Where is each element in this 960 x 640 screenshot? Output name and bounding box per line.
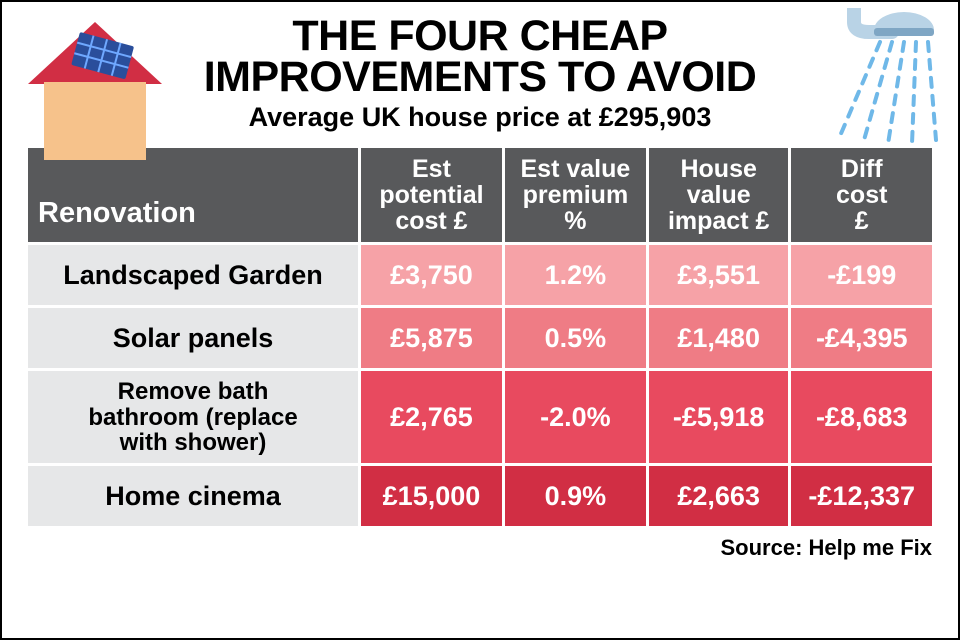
infographic-canvas: THE FOUR CHEAP IMPROVEMENTS TO AVOID Ave… bbox=[0, 0, 960, 640]
cell-diff: -£4,395 bbox=[791, 308, 932, 368]
title-line-2: IMPROVEMENTS TO AVOID bbox=[204, 53, 757, 101]
cell-premium: 1.2% bbox=[505, 245, 646, 305]
cell-premium: 0.5% bbox=[505, 308, 646, 368]
cell-premium: 0.9% bbox=[505, 466, 646, 526]
col-est-cost: Est potential cost £ bbox=[361, 148, 502, 243]
col-premium: Est value premium % bbox=[505, 148, 646, 243]
source-credit: Source: Help me Fix bbox=[2, 529, 958, 561]
table-row: Landscaped Garden £3,750 1.2% £3,551 -£1… bbox=[28, 245, 932, 305]
cell-diff: -£12,337 bbox=[791, 466, 932, 526]
row-label: Home cinema bbox=[28, 466, 358, 526]
shower-head bbox=[874, 12, 934, 30]
house-icon bbox=[20, 12, 170, 162]
table-row: Home cinema £15,000 0.9% £2,663 -£12,337 bbox=[28, 466, 932, 526]
cell-cost: £5,875 bbox=[361, 308, 502, 368]
cell-impact: £1,480 bbox=[649, 308, 789, 368]
row-label: Landscaped Garden bbox=[28, 245, 358, 305]
row-label: Solar panels bbox=[28, 308, 358, 368]
table-row: Remove bath bathroom (replace with showe… bbox=[28, 371, 932, 463]
row-label: Remove bath bathroom (replace with showe… bbox=[28, 371, 358, 463]
shower-icon bbox=[814, 8, 944, 158]
water-drops bbox=[840, 42, 936, 144]
col-diff: Diff cost £ bbox=[791, 148, 932, 243]
house-wall bbox=[44, 82, 146, 160]
cell-premium: -2.0% bbox=[505, 371, 646, 463]
cell-cost: £15,000 bbox=[361, 466, 502, 526]
cell-impact: £3,551 bbox=[649, 245, 789, 305]
renovation-table: Renovation Est potential cost £ Est valu… bbox=[25, 145, 935, 529]
cell-diff: -£8,683 bbox=[791, 371, 932, 463]
cell-impact: £2,663 bbox=[649, 466, 789, 526]
cell-diff: -£199 bbox=[791, 245, 932, 305]
col-impact: House value impact £ bbox=[649, 148, 789, 243]
cell-cost: £3,750 bbox=[361, 245, 502, 305]
cell-cost: £2,765 bbox=[361, 371, 502, 463]
cell-impact: -£5,918 bbox=[649, 371, 789, 463]
table-row: Solar panels £5,875 0.5% £1,480 -£4,395 bbox=[28, 308, 932, 368]
